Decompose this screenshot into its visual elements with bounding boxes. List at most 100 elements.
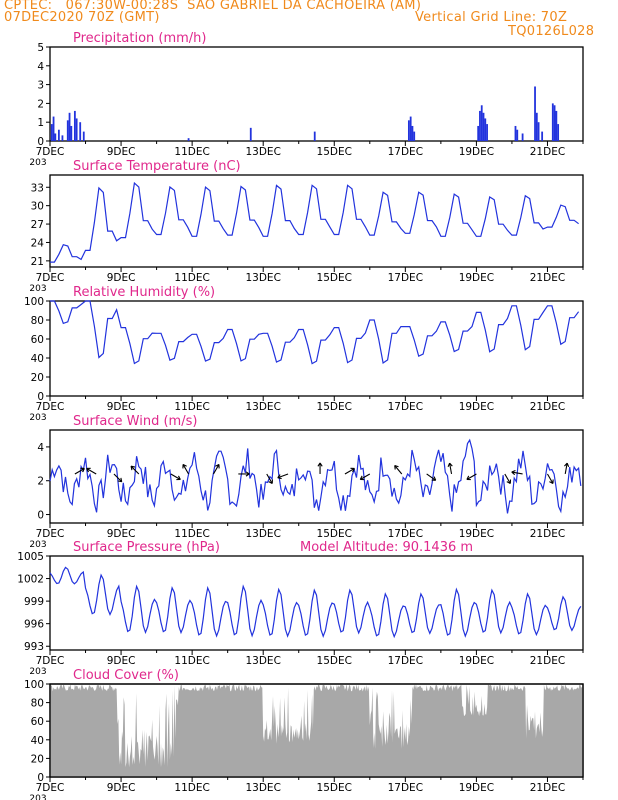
wind-arrow-head — [215, 463, 220, 469]
wind-arrow — [74, 467, 85, 475]
pres-ytick-label: 1005 — [17, 551, 44, 563]
pres-xtick-label: 21DEC — [530, 655, 565, 667]
temp-ytick-label: 21 — [31, 256, 44, 268]
precip-ytick-label: 3 — [37, 80, 44, 92]
cloud-ytick-label: 60 — [31, 716, 44, 728]
precip-ytick-label: 1 — [37, 117, 44, 129]
precip-bar — [537, 122, 540, 141]
rh-title: Relative Humidity (%) — [73, 285, 215, 300]
precip-xtick-label: 15DEC — [317, 146, 352, 158]
wind-arrow-head — [268, 479, 273, 484]
temp-xtick-label: 9DEC — [107, 272, 136, 284]
cloud-xtick-stub: 203 — [29, 794, 46, 800]
wind-arrow-head — [117, 477, 123, 483]
pres-series-line — [49, 566, 582, 639]
vertical-grid-note: Vertical Grid Line: 70Z — [415, 10, 568, 25]
wind-arrow — [511, 471, 523, 475]
cloud-xtick-label: 11DEC — [174, 782, 209, 794]
precip-bar — [557, 124, 560, 141]
wind-ytick-label: 0 — [37, 510, 44, 522]
precip-xtick-label: 19DEC — [459, 146, 494, 158]
rh-xtick-label: 11DEC — [174, 401, 209, 413]
wind-arrow-head — [394, 465, 399, 470]
precip-bar — [54, 133, 57, 141]
wind-arrow — [212, 464, 220, 475]
pres-ytick-label: 993 — [24, 641, 44, 653]
precip-bar — [541, 131, 544, 141]
pres-ytick-label: 996 — [24, 619, 44, 631]
temp-xtick-label: 7DEC — [36, 272, 65, 284]
model-id: TQ0126L028 — [508, 24, 595, 39]
wind-ytick-label: 4 — [37, 442, 44, 454]
precip-bar — [70, 125, 73, 141]
wind-arrow — [170, 473, 181, 480]
temp-xtick-label: 15DEC — [317, 272, 352, 284]
wind-arrow — [394, 465, 403, 475]
rh-ytick-label: 0 — [37, 391, 44, 403]
precip-bar — [50, 124, 53, 141]
precip-bar — [75, 118, 78, 141]
run-date: 07DEC2020 70Z (GMT) — [4, 10, 160, 25]
pres-subtitle: Model Altitude: 90.1436 m — [300, 540, 473, 555]
temp-xtick-label: 13DEC — [245, 272, 280, 284]
wind-xtick-stub: 203 — [29, 540, 46, 550]
precip-bar — [79, 122, 82, 141]
precip-bar — [61, 135, 64, 141]
temp-series-line — [50, 181, 579, 263]
precip-bar — [73, 110, 76, 141]
wind-arrow — [266, 473, 273, 484]
pres-xtick-label: 13DEC — [245, 655, 280, 667]
rh-xtick-label: 7DEC — [36, 401, 65, 413]
cloud-ytick-label: 0 — [37, 772, 44, 784]
wind-xtick-label: 9DEC — [107, 528, 136, 540]
temp-title: Surface Temperature (nC) — [73, 159, 241, 174]
precip-bar — [407, 120, 410, 141]
cloud-xtick-label: 17DEC — [388, 782, 423, 794]
precip-xtick-label: 9DEC — [107, 146, 136, 158]
pres-xtick-label: 7DEC — [36, 655, 65, 667]
wind-arrow-head — [431, 476, 437, 481]
wind-arrow-head — [511, 470, 516, 476]
precip-bar — [82, 131, 85, 141]
wind-arrow-head — [350, 467, 355, 473]
pres-xtick-label: 15DEC — [317, 655, 352, 667]
precip-xtick-label: 7DEC — [36, 146, 65, 158]
cloud-xtick-label: 13DEC — [245, 782, 280, 794]
precip-bar — [413, 131, 416, 141]
precip-ytick-label: 5 — [37, 42, 44, 54]
wind-arrow — [182, 464, 190, 475]
precip-bar — [187, 138, 190, 141]
precip-bar — [313, 131, 316, 141]
wind-xtick-label: 19DEC — [459, 528, 494, 540]
rh-xtick-label: 13DEC — [245, 401, 280, 413]
cloud-ytick-label: 80 — [31, 698, 44, 710]
precip-xtick-label: 17DEC — [388, 146, 423, 158]
precip-bar — [534, 86, 536, 141]
precip-xtick-stub: 203 — [29, 158, 46, 168]
wind-arrow — [546, 473, 554, 484]
precip-bar — [521, 133, 524, 141]
wind-series-line — [49, 438, 582, 514]
wind-arrow — [504, 473, 511, 484]
precip-bar — [484, 118, 487, 141]
precip-bar — [66, 120, 69, 141]
rh-ytick-label: 40 — [31, 353, 44, 365]
cloud-xtick-label: 9DEC — [107, 782, 136, 794]
precip-bar — [411, 125, 414, 141]
wind-arrow — [466, 473, 477, 480]
precip-ytick-label: 4 — [37, 61, 44, 73]
cloud-xtick-label: 7DEC — [36, 782, 65, 794]
wind-arrow-head — [506, 479, 512, 484]
temp-frame — [49, 174, 584, 268]
temp-xtick-label: 11DEC — [174, 272, 209, 284]
precip-bar — [551, 103, 554, 141]
wind-arrow — [277, 473, 289, 479]
cloud-title: Cloud Cover (%) — [73, 668, 179, 683]
precip-bar — [514, 125, 517, 141]
wind-arrow-head — [245, 471, 250, 477]
rh-xtick-label: 15DEC — [317, 401, 352, 413]
pres-ytick-label: 999 — [24, 596, 44, 608]
wind-arrow-head — [182, 463, 187, 469]
wind-arrow-head — [277, 474, 282, 480]
